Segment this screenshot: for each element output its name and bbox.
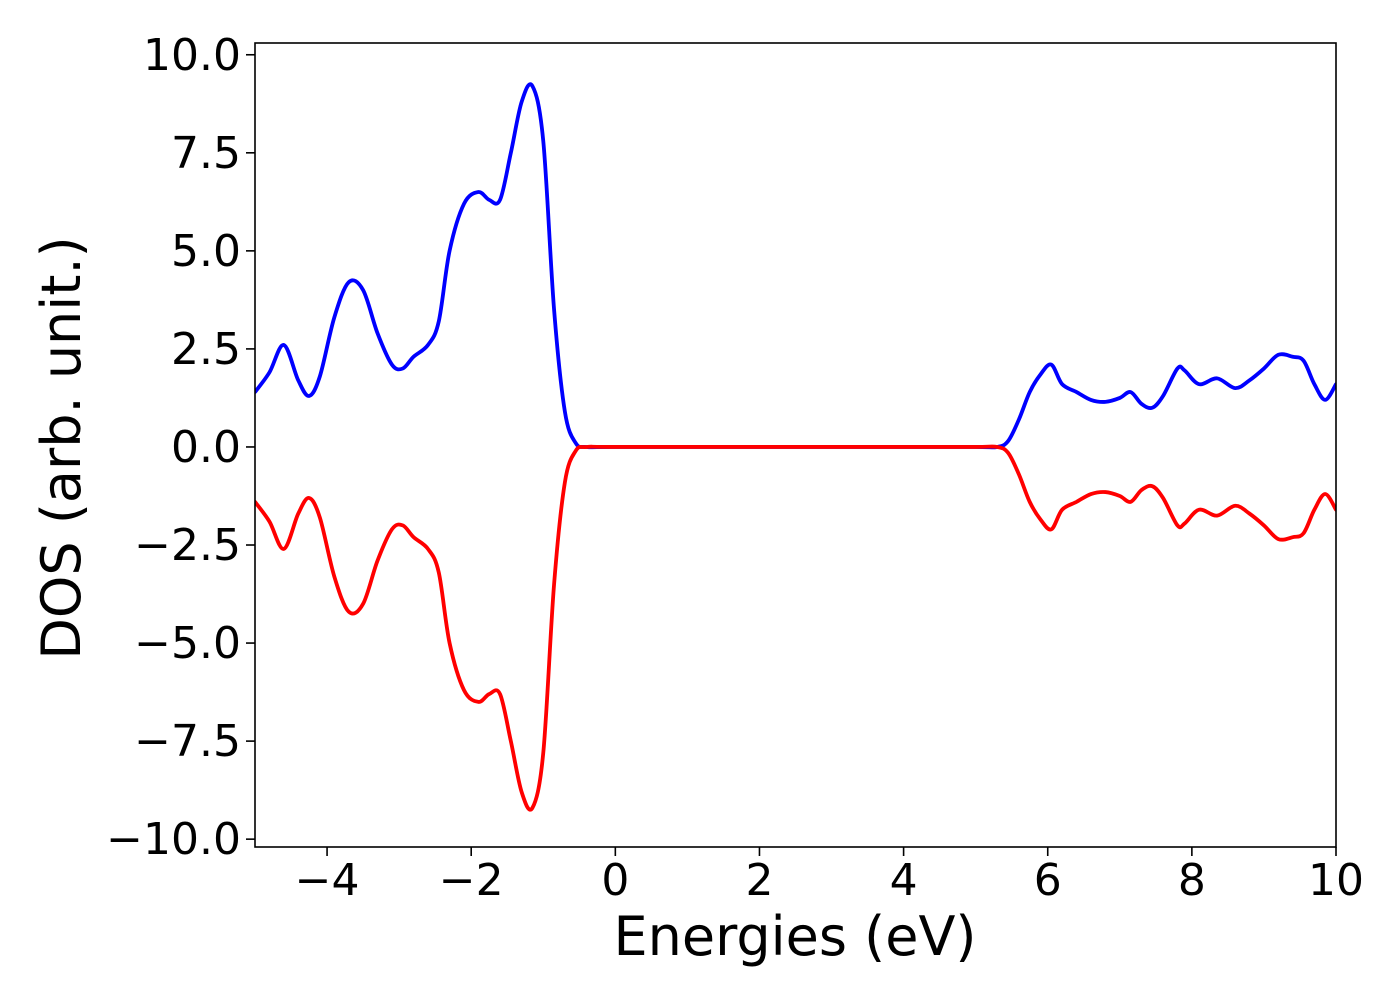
x-axis: −4 −2 0 2 4 6 8 10 xyxy=(295,847,1364,906)
x-tick-label: 0 xyxy=(601,855,629,906)
dos-series-line-1 xyxy=(255,82,1336,450)
y-tick-label: −10.0 xyxy=(106,814,241,865)
x-tick-label: 6 xyxy=(1034,855,1062,906)
x-tick-label: 4 xyxy=(890,855,918,906)
x-tick-label: −2 xyxy=(439,855,504,906)
y-axis-title: DOS (arb. unit.) xyxy=(30,236,93,659)
y-tick-label: −5.0 xyxy=(134,618,241,669)
x-tick-label: 8 xyxy=(1178,855,1206,906)
y-tick-label: −7.5 xyxy=(134,716,241,767)
y-axis: 10.0 7.5 5.0 2.5 0.0 −2.5 −5.0 −7.5 −10.0 xyxy=(106,30,255,865)
series-layer xyxy=(255,82,1336,812)
x-tick-label: 2 xyxy=(745,855,773,906)
plot-frame xyxy=(254,42,1337,848)
y-tick-label: 10.0 xyxy=(143,30,241,81)
dos-series-line-2 xyxy=(255,444,1336,812)
y-tick-label: 2.5 xyxy=(171,324,241,375)
y-tick-label: 5.0 xyxy=(171,226,241,277)
y-tick-label: 7.5 xyxy=(171,128,241,179)
y-tick-label: −2.5 xyxy=(134,520,241,571)
y-tick-label: 0.0 xyxy=(171,422,241,473)
x-axis-title: Energies (eV) xyxy=(614,905,977,968)
x-tick-label: 10 xyxy=(1308,855,1364,906)
x-tick-label: −4 xyxy=(295,855,360,906)
